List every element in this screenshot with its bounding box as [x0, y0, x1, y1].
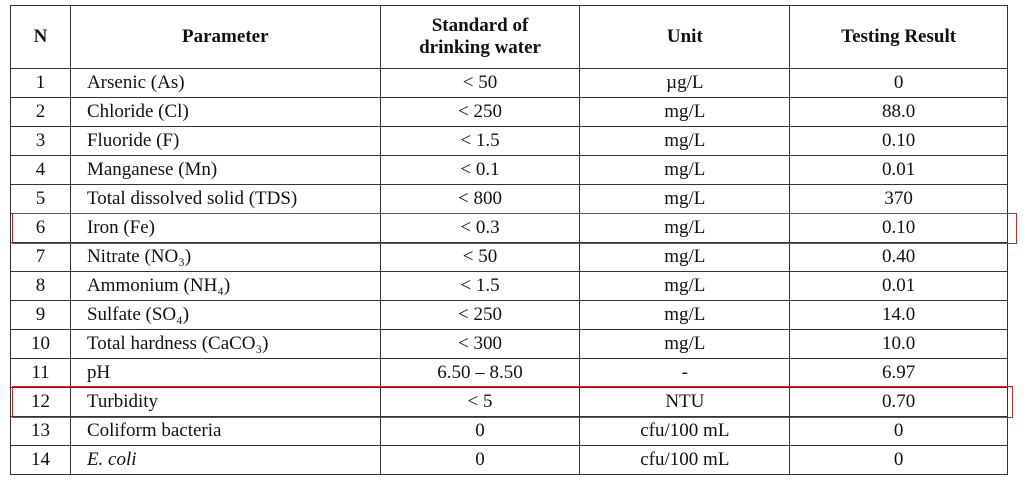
- table-cell: Total hardness (CaCO₃): [69, 329, 381, 359]
- table-cell: < 0.1: [379, 155, 581, 185]
- table-row: 12 Turbidity < 5 NTU 0.70: [10, 387, 1008, 417]
- table-row: 10 Total hardness (CaCO₃) < 300 mg/L 10.0: [10, 329, 1008, 359]
- table-cell: mg/L: [579, 329, 791, 359]
- table-row: 8 Ammonium (NH₄) < 1.5 mg/L 0.01: [10, 271, 1008, 301]
- header-cell: Standard of drinking water: [379, 5, 581, 69]
- highlight-box: [12, 213, 1017, 244]
- water-quality-table: N Parameter Standard of drinking water Unit…: [10, 5, 1008, 475]
- table-row: 9 Sulfate (SO₄) < 250 mg/L 14.0: [10, 300, 1008, 330]
- table-cell: 9: [10, 300, 71, 330]
- table-cell: Fluoride (F): [69, 126, 381, 156]
- table-cell: 0.01: [789, 155, 1008, 185]
- table-cell: < 50: [379, 68, 581, 98]
- header-cell: N: [10, 5, 71, 69]
- table-cell: Arsenic (As): [69, 68, 381, 98]
- table-cell: Turbidity: [69, 387, 381, 417]
- table-cell: -: [579, 358, 791, 388]
- table-cell: µg/L: [579, 68, 791, 98]
- table-cell: Manganese (Mn): [69, 155, 381, 185]
- table-cell: 8: [10, 271, 71, 301]
- table-cell: < 1.5: [379, 271, 581, 301]
- table-cell: cfu/100 mL: [579, 416, 791, 446]
- table-cell: 6.97: [789, 358, 1008, 388]
- table-cell: 14.0: [789, 300, 1008, 330]
- table-cell: 0.10: [789, 126, 1008, 156]
- table-body: 1 Arsenic (As) < 50 µg/L 0 2 Chloride (Cl) < 25…: [10, 68, 1008, 475]
- table-cell: < 1.5: [379, 126, 581, 156]
- table-cell: pH: [69, 358, 381, 388]
- table-cell: Sulfate (SO₄): [69, 300, 381, 330]
- table-row: 4 Manganese (Mn) < 0.1 mg/L 0.01: [10, 155, 1008, 185]
- table-cell: 11: [10, 358, 71, 388]
- table-cell: mg/L: [579, 126, 791, 156]
- table-cell: < 300: [379, 329, 581, 359]
- table-row: 5 Total dissolved solid (TDS) < 800 mg/L 370: [10, 184, 1008, 214]
- table-row: 7 Nitrate (NO₃) < 50 mg/L 0.40: [10, 242, 1008, 272]
- table-cell: cfu/100 mL: [579, 445, 791, 475]
- table-cell: mg/L: [579, 184, 791, 214]
- table-cell: 88.0: [789, 97, 1008, 127]
- table-row: 13 Coliform bacteria 0 cfu/100 mL 0: [10, 416, 1008, 446]
- table-cell: 7: [10, 242, 71, 272]
- table-cell: 0: [789, 416, 1008, 446]
- table-cell: mg/L: [579, 97, 791, 127]
- table-cell: Nitrate (NO₃): [69, 242, 381, 272]
- table-cell: < 50: [379, 242, 581, 272]
- table-row: 1 Arsenic (As) < 50 µg/L 0: [10, 68, 1008, 98]
- table-row: 11 pH 6.50 – 8.50-6.97: [10, 358, 1008, 388]
- table-cell: < 250: [379, 300, 581, 330]
- table-cell: 12: [10, 387, 71, 417]
- table-cell: 5: [10, 184, 71, 214]
- table-row: 3 Fluoride (F) < 1.5 mg/L 0.10: [10, 126, 1008, 156]
- table-cell: Total dissolved solid (TDS): [69, 184, 381, 214]
- table-cell: 4: [10, 155, 71, 185]
- header-row: N Parameter Standard of drinking water Unit…: [10, 5, 1008, 69]
- table-cell: E. coli: [69, 445, 381, 475]
- table-cell: 0: [379, 445, 581, 475]
- table-cell: mg/L: [579, 155, 791, 185]
- table-cell: < 0.3: [379, 213, 581, 243]
- table-cell: < 250: [379, 97, 581, 127]
- table-cell: Coliform bacteria: [69, 416, 381, 446]
- table-cell: Ammonium (NH₄): [69, 271, 381, 301]
- highlight-box: [12, 386, 1013, 418]
- table-cell: < 800: [379, 184, 581, 214]
- table-cell: 10: [10, 329, 71, 359]
- table-cell: mg/L: [579, 242, 791, 272]
- table-cell: 0: [379, 416, 581, 446]
- table-row: 6 Iron (Fe) < 0.3 mg/L 0.10: [10, 213, 1008, 243]
- table-cell: 0: [789, 68, 1008, 98]
- table-cell: 10.0: [789, 329, 1008, 359]
- table-row: 14 E. coli 0 cfu/100 mL 0: [10, 445, 1008, 475]
- table-cell: 14: [10, 445, 71, 475]
- table-cell: 370: [789, 184, 1008, 214]
- table-cell: mg/L: [579, 300, 791, 330]
- table-cell: 1: [10, 68, 71, 98]
- table-row: 2 Chloride (Cl) < 250 mg/L 88.0: [10, 97, 1008, 127]
- table-cell: Chloride (Cl): [69, 97, 381, 127]
- table-cell: mg/L: [579, 271, 791, 301]
- header-cell: Parameter: [69, 5, 381, 69]
- table-cell: mg/L: [579, 213, 791, 243]
- table-cell: 3: [10, 126, 71, 156]
- table-cell: 13: [10, 416, 71, 446]
- table-cell: 6.50 – 8.50: [379, 358, 581, 388]
- table-cell: 0: [789, 445, 1008, 475]
- table-cell: 2: [10, 97, 71, 127]
- table-cell: Iron (Fe): [69, 213, 381, 243]
- table-cell: 0.40: [789, 242, 1008, 272]
- header-cell: Testing Result: [789, 5, 1008, 69]
- table-cell: 0.01: [789, 271, 1008, 301]
- table-cell: 6: [10, 213, 71, 243]
- header-cell: Unit: [579, 5, 791, 69]
